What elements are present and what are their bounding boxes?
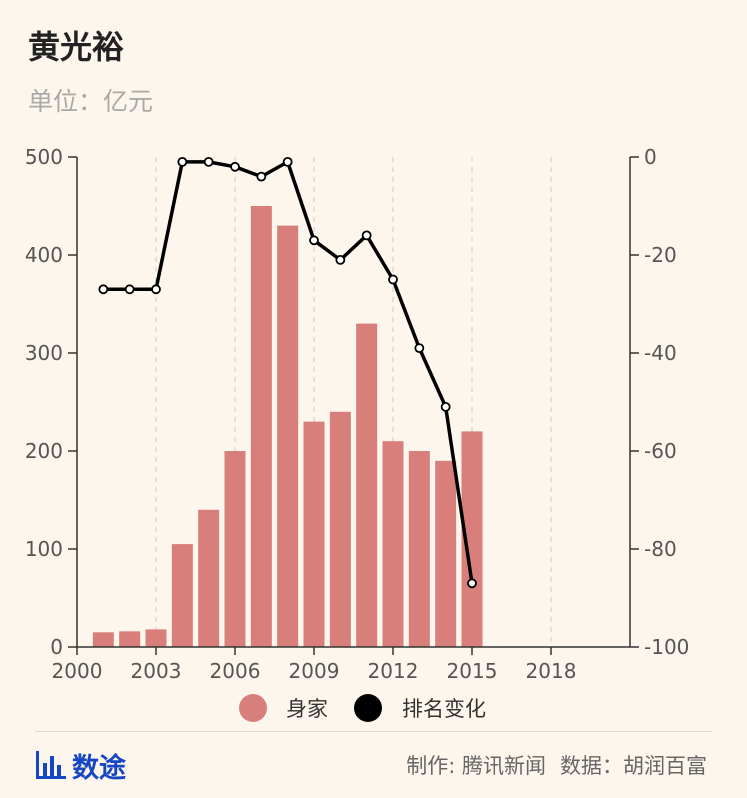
bar	[145, 629, 167, 647]
bar	[277, 225, 299, 647]
bar	[382, 441, 404, 647]
line-series	[98, 156, 477, 589]
legend[interactable]: 身家 排名变化	[239, 694, 486, 722]
x-axis-tick-label: 2015	[447, 659, 498, 683]
rank-point	[414, 343, 425, 354]
left-axis-tick-label: 400	[25, 243, 63, 267]
x-axis-tick-label: 2006	[210, 659, 261, 683]
rank-point	[361, 230, 372, 241]
legend-label-net-worth: 身家	[286, 697, 328, 721]
rank-point	[203, 156, 214, 167]
x-axis-tick-label: 2012	[368, 659, 419, 683]
bar	[224, 451, 246, 647]
rank-point	[98, 284, 109, 295]
right-axis-tick-label: -20	[644, 243, 677, 267]
brand-name: 数途	[72, 752, 126, 784]
left-axis-tick-label: 500	[25, 145, 63, 169]
unit-label: 单位：亿元	[28, 87, 154, 116]
rank-point	[151, 284, 161, 295]
bar	[461, 431, 483, 647]
bar	[329, 411, 351, 647]
bar	[303, 421, 325, 647]
left-axis-tick-label: 100	[25, 537, 63, 561]
footer-divider	[35, 731, 712, 732]
right-axis-tick-label: -100	[644, 635, 689, 659]
rank-point	[256, 171, 267, 182]
rank-point	[467, 578, 477, 589]
x-axis-tick-label: 2018	[526, 659, 577, 683]
bar	[356, 323, 378, 647]
right-axis-tick-label: -60	[644, 439, 677, 463]
bar-series	[92, 206, 483, 647]
rank-point	[177, 156, 188, 167]
right-axis-tick-label: -80	[644, 537, 677, 561]
rank-point	[440, 401, 451, 412]
credit-maker: 制作: 腾讯新闻	[406, 754, 546, 778]
rank-point	[124, 284, 135, 295]
bar	[198, 509, 220, 647]
page-title: 黄光裕	[28, 28, 125, 66]
legend-label-rank: 排名变化	[402, 697, 486, 721]
bar	[119, 631, 141, 647]
right-axis-tick-label: -40	[644, 341, 677, 365]
credit-source: 数据：胡润百富	[560, 754, 707, 778]
left-axis-tick-label: 0	[50, 635, 63, 659]
x-axis-tick-label: 2003	[131, 659, 182, 683]
legend-swatch-rank	[354, 694, 382, 722]
bar-chart-icon	[36, 751, 66, 779]
rank-point	[230, 161, 240, 172]
rank-point	[388, 274, 398, 285]
legend-swatch-net-worth	[239, 694, 267, 722]
grid-lines	[155, 157, 552, 647]
right-axis-tick-label: 0	[644, 145, 657, 169]
rank-point	[335, 254, 346, 265]
left-axis-tick-label: 300	[25, 341, 63, 365]
bar	[435, 460, 457, 647]
bar	[171, 544, 193, 647]
chart: 0 100 200 300 400 500 0 -20 -40 -60 -80 -100 2000 200…	[25, 145, 690, 722]
x-axis-tick-label: 2009	[289, 659, 340, 683]
credit-line: 制作: 腾讯新闻 数据：胡润百富	[406, 750, 707, 780]
rank-point	[282, 156, 293, 167]
bar	[250, 206, 272, 647]
x-axis-tick-label: 2000	[52, 659, 103, 683]
bar	[408, 451, 430, 647]
bar	[92, 632, 114, 647]
left-axis-tick-label: 200	[25, 439, 63, 463]
brand-logo[interactable]: 数途	[36, 748, 126, 784]
axes: 0 100 200 300 400 500 0 -20 -40 -60 -80 -100 2000 200…	[25, 145, 690, 683]
rank-point	[309, 235, 319, 246]
